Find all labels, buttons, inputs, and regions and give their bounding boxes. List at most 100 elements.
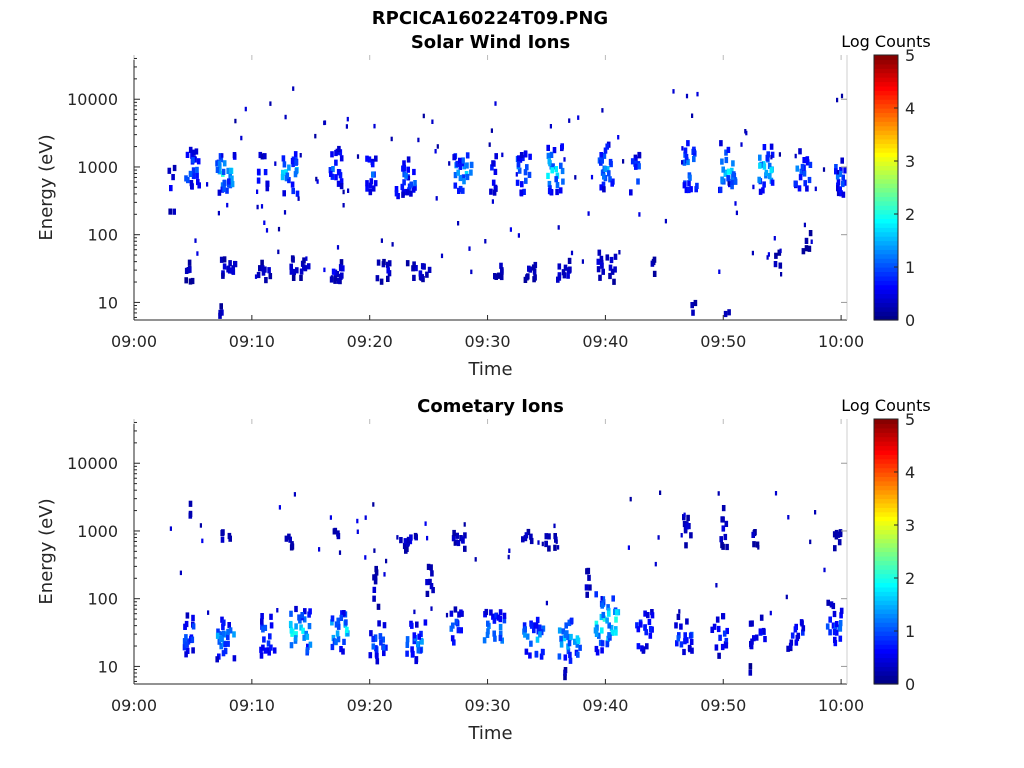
data-cell <box>409 181 413 188</box>
data-cell <box>803 180 807 187</box>
colorbar-band <box>874 675 898 681</box>
data-cell <box>191 614 195 621</box>
data-cell <box>379 639 383 646</box>
data-cell <box>834 629 839 636</box>
data-cell <box>787 515 790 520</box>
data-cell <box>265 185 270 192</box>
data-cell <box>265 228 269 233</box>
data-cell <box>227 178 231 185</box>
data-cell <box>411 650 415 657</box>
data-cell <box>334 621 339 628</box>
data-cell <box>596 266 601 273</box>
data-cell <box>724 149 728 156</box>
data-cell <box>843 167 847 174</box>
data-cell <box>613 608 617 615</box>
data-cell <box>723 533 728 541</box>
data-cell <box>803 222 806 228</box>
data-cell <box>469 169 473 176</box>
data-cell <box>593 627 598 634</box>
colorbar-band <box>874 306 898 312</box>
data-cell <box>287 164 291 171</box>
data-cell <box>261 626 265 633</box>
data-cell <box>523 169 528 176</box>
colorbar-tick-label: 4 <box>905 99 915 118</box>
data-cell <box>386 267 390 274</box>
data-cell <box>790 632 795 639</box>
data-cell <box>690 647 694 654</box>
data-cell <box>186 638 191 645</box>
data-cell <box>494 101 497 106</box>
data-cell <box>584 584 589 591</box>
data-cell <box>375 275 380 282</box>
colorbar-frame <box>873 418 899 685</box>
data-cell <box>549 151 554 158</box>
data-cell <box>335 271 340 278</box>
data-cell <box>758 628 763 635</box>
data-cell <box>523 151 528 158</box>
data-cell <box>297 196 300 201</box>
data-cell <box>836 170 839 175</box>
data-cell <box>717 491 720 496</box>
data-cell <box>686 140 690 147</box>
data-cell <box>339 265 343 272</box>
data-cell <box>179 570 182 576</box>
data-cell <box>486 620 490 627</box>
data-cell <box>838 635 843 642</box>
colorbar-band <box>874 183 898 189</box>
data-cell <box>256 168 261 175</box>
colorbar-band <box>874 569 898 575</box>
data-cell <box>244 106 247 112</box>
data-cell <box>221 153 224 158</box>
colorbar-band <box>874 112 898 118</box>
data-cell <box>169 185 173 192</box>
data-cell <box>727 309 731 316</box>
data-cell <box>537 624 542 631</box>
data-cell <box>607 632 611 639</box>
data-cell <box>808 230 813 237</box>
data-cell <box>679 623 683 630</box>
data-cell <box>380 238 383 243</box>
colorbar-tick-label: 0 <box>905 311 915 330</box>
data-cell <box>615 609 619 616</box>
data-cell <box>675 640 679 647</box>
y-tick-label: 1000 <box>77 522 118 541</box>
data-cell <box>688 632 693 639</box>
colorbar-band <box>874 94 898 100</box>
data-cell <box>457 221 460 226</box>
data-cell <box>334 149 338 157</box>
data-cell <box>291 274 296 281</box>
data-cell <box>608 272 612 280</box>
data-cell <box>272 647 277 654</box>
colorbar-band <box>874 222 898 228</box>
data-cell <box>172 208 176 215</box>
data-cell <box>547 545 551 552</box>
data-cell <box>563 674 567 681</box>
data-cell <box>515 172 518 177</box>
data-cell <box>522 188 526 195</box>
data-cell <box>188 266 192 273</box>
data-cell <box>287 533 291 540</box>
data-cell <box>767 252 770 257</box>
data-cell <box>723 310 728 318</box>
data-cell <box>569 617 574 624</box>
data-cell <box>525 164 529 171</box>
colorbar-tick-label: 5 <box>905 46 915 65</box>
data-cell <box>755 541 760 548</box>
data-cell <box>600 157 604 164</box>
data-cell <box>445 612 449 618</box>
colorbar-band <box>874 289 898 295</box>
data-cell <box>730 178 734 186</box>
colorbar-band <box>874 555 898 561</box>
colorbar-band <box>874 467 898 473</box>
colorbar-band <box>874 262 898 268</box>
colorbar-band <box>874 419 898 425</box>
data-cell <box>411 265 415 272</box>
data-cell <box>306 643 310 650</box>
data-cell <box>194 148 199 155</box>
data-cell <box>263 169 268 176</box>
data-cell <box>836 179 841 186</box>
data-cell <box>336 180 341 187</box>
data-cell <box>683 147 688 154</box>
x-tick-label: 09:30 <box>464 332 510 351</box>
data-cell <box>560 143 564 150</box>
